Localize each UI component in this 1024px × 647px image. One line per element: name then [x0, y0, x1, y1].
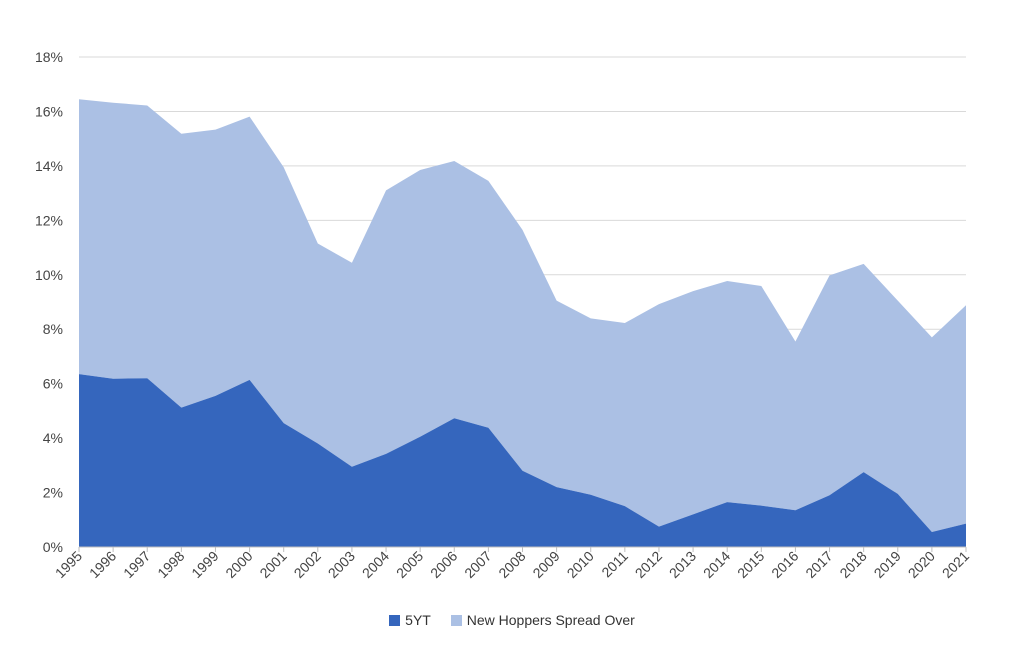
x-tick-label: 2012	[632, 548, 665, 581]
y-tick-label: 12%	[35, 212, 63, 228]
x-tick-label: 2000	[222, 548, 255, 581]
y-tick-label: 4%	[43, 430, 63, 446]
x-tick-label: 2013	[666, 548, 699, 581]
legend-swatch-5yt	[389, 614, 401, 626]
x-tick-label: 2019	[871, 548, 904, 581]
legend-swatch-new-hoppers-spread-over	[450, 614, 462, 626]
y-tick-label: 16%	[35, 103, 63, 119]
series-area-new-hoppers-spread-over	[79, 99, 966, 533]
x-tick-label: 2008	[495, 548, 528, 581]
x-tick-label: 2010	[564, 548, 597, 581]
x-tick-label: 1997	[120, 548, 153, 581]
x-tick-label: 2007	[461, 548, 494, 581]
y-tick-label: 6%	[43, 376, 63, 392]
x-tick-label: 2016	[768, 548, 801, 581]
y-tick-label: 18%	[35, 49, 63, 65]
x-tick-label: 2011	[598, 548, 631, 581]
x-tick-label: 2001	[256, 548, 289, 581]
x-tick-label: 2009	[529, 548, 562, 581]
legend-item-5yt: 5YT	[389, 612, 431, 628]
legend-label-5yt: 5YT	[405, 612, 431, 628]
x-tick-label: 2002	[291, 548, 324, 581]
x-tick-label: 2018	[836, 548, 869, 581]
legend: 5YT New Hoppers Spread Over	[0, 612, 1024, 629]
y-tick-label: 2%	[43, 485, 63, 501]
series-area-5yt	[79, 374, 966, 547]
x-tick-label: 1996	[86, 548, 119, 581]
x-tick-label: 2017	[802, 548, 835, 581]
x-tick-label: 2003	[325, 548, 358, 581]
y-tick-label: 14%	[35, 158, 63, 174]
legend-label-new-hoppers-spread-over: New Hoppers Spread Over	[466, 612, 635, 628]
x-tick-label: 2021	[939, 548, 972, 581]
x-tick-label: 2006	[427, 548, 460, 581]
legend-item-new-hoppers-spread-over: New Hoppers Spread Over	[450, 612, 635, 628]
x-tick-label: 2020	[905, 548, 938, 581]
x-tick-label: 2014	[700, 548, 733, 581]
x-tick-label: 2004	[359, 548, 392, 581]
x-tick-label: 2015	[734, 548, 767, 581]
x-tick-label: 1998	[154, 548, 187, 581]
y-tick-label: 10%	[35, 267, 63, 283]
y-tick-label: 8%	[43, 321, 63, 337]
x-tick-label: 2005	[393, 548, 426, 581]
x-tick-label: 1999	[188, 548, 221, 581]
y-tick-label: 0%	[43, 539, 63, 555]
